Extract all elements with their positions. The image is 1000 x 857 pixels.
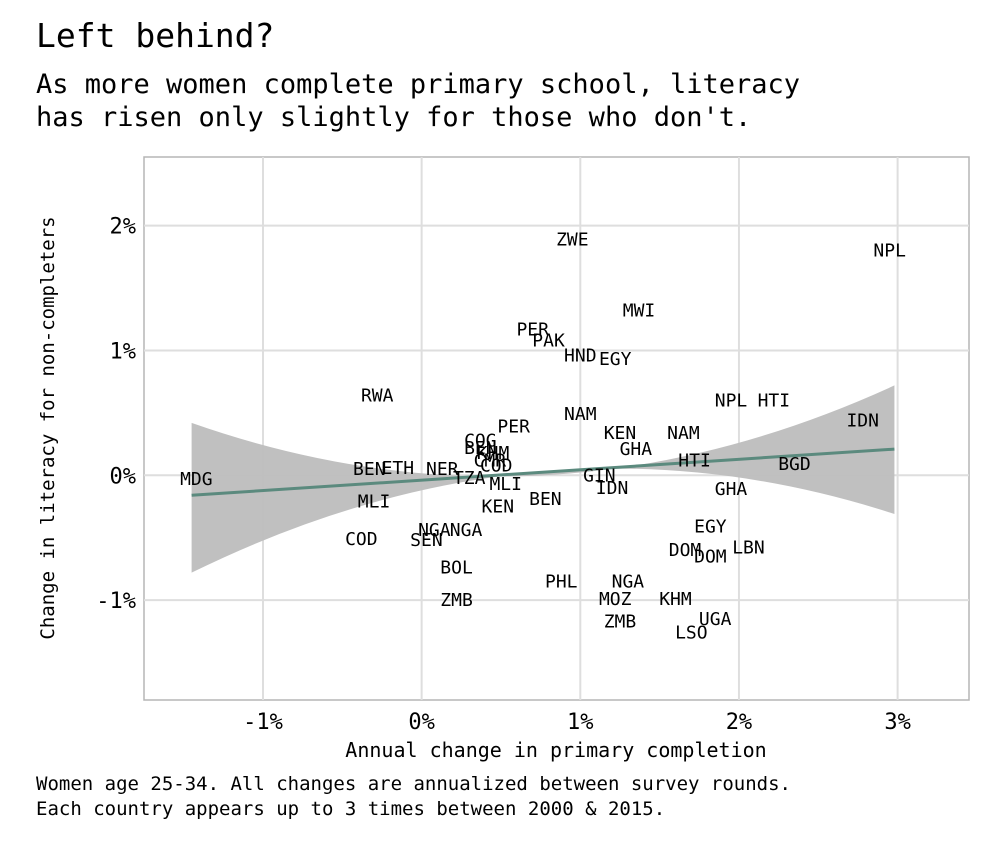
data-point-label: EGY <box>694 516 727 537</box>
x-tick-label: 2% <box>726 710 753 735</box>
data-point-label: EGY <box>599 349 632 370</box>
data-point-label: BEN <box>353 459 386 480</box>
y-tick-label: 1% <box>110 339 137 364</box>
data-point-label: NER <box>426 459 459 480</box>
y-tick-label: 0% <box>110 464 137 489</box>
data-point-label: TZA <box>453 468 486 489</box>
data-point-label: HTI <box>678 450 711 471</box>
data-point-label: LBN <box>732 538 765 559</box>
x-tick-label: -1% <box>243 710 283 735</box>
data-point-label: ZMB <box>604 611 637 632</box>
data-point-label: BGD <box>778 454 811 475</box>
y-tick-label: 2% <box>110 215 137 240</box>
x-tick-label: 1% <box>567 710 594 735</box>
data-point-label: COG <box>464 430 497 451</box>
chart-title: Left behind? <box>36 16 275 55</box>
data-point-label: NAM <box>564 404 597 425</box>
axis-ticks: -1% 0% 1% 2% 3% -1% 0% 1% 2% <box>96 215 911 735</box>
confidence-band <box>191 385 895 573</box>
data-point-label: GHA <box>620 439 653 460</box>
data-point-label: UGA <box>699 609 732 630</box>
data-point-label: MWI <box>623 301 656 322</box>
data-point-label: MOZ <box>599 589 632 610</box>
y-tick-label: -1% <box>96 589 136 614</box>
data-point-label: HTI <box>758 390 791 411</box>
data-point-label: HND <box>564 345 597 366</box>
chart-caption: Women age 25-34. All changes are annuali… <box>36 772 791 822</box>
x-tick-label: 3% <box>884 710 911 735</box>
data-point-label: NGA <box>450 520 483 541</box>
data-point-label: NGA <box>418 520 451 541</box>
data-point-label: NPL <box>873 241 906 262</box>
data-point-label: KHM <box>477 443 510 464</box>
data-point-label: IDN <box>846 410 879 431</box>
data-point-label: BOL <box>440 558 473 579</box>
data-point-label: KEN <box>482 497 515 518</box>
data-point-label: COD <box>345 529 378 550</box>
data-point-label: PER <box>497 417 530 438</box>
data-point-label: KEN <box>604 423 637 444</box>
data-point-label: IDN <box>596 478 629 499</box>
subtitle-line-1: As more women complete primary school, l… <box>36 69 801 100</box>
data-point-label: NAM <box>667 423 700 444</box>
data-point-label: LSO <box>675 623 708 644</box>
trend-line <box>191 447 895 497</box>
caption-line-2: Each country appears up to 3 times betwe… <box>36 798 666 820</box>
data-point-label: NGA <box>612 571 645 592</box>
data-point-label: NPL <box>715 390 748 411</box>
data-point-label: BEN <box>464 438 497 459</box>
data-point-label: PHL <box>545 571 578 592</box>
data-point-label: DOM <box>669 540 702 561</box>
data-point-label: GHA <box>715 479 748 500</box>
data-point-label: MLI <box>358 492 391 513</box>
caption-line-1: Women age 25-34. All changes are annuali… <box>36 773 791 795</box>
data-point-label: MLI <box>489 474 522 495</box>
subtitle-line-2: has risen only slightly for those who do… <box>36 102 752 133</box>
y-axis-label: Change in literacy for non-completers <box>37 216 59 639</box>
data-point-label: ZWE <box>556 229 589 250</box>
data-point-label: MDG <box>180 469 213 490</box>
chart-subtitle: As more women complete primary school, l… <box>36 68 800 134</box>
data-point-label: COD <box>480 455 513 476</box>
data-point-label: RWA <box>361 385 394 406</box>
data-point-label: ZMB <box>440 590 473 611</box>
x-axis-label: Annual change in primary completion <box>345 738 766 762</box>
confidence-band-layer <box>191 385 895 573</box>
x-tick-label: 0% <box>408 710 435 735</box>
data-point-label: GIN <box>583 465 616 486</box>
data-point-label: BEN <box>529 489 562 510</box>
data-point-label: PAK <box>532 330 565 351</box>
data-point-label: KHM <box>659 589 692 610</box>
data-point-label: CMR <box>474 450 507 471</box>
data-point-label: ETH <box>382 458 415 479</box>
data-point-label: PER <box>516 319 549 340</box>
data-point-label: SEN <box>410 530 443 551</box>
data-point-label: DOM <box>694 546 727 567</box>
